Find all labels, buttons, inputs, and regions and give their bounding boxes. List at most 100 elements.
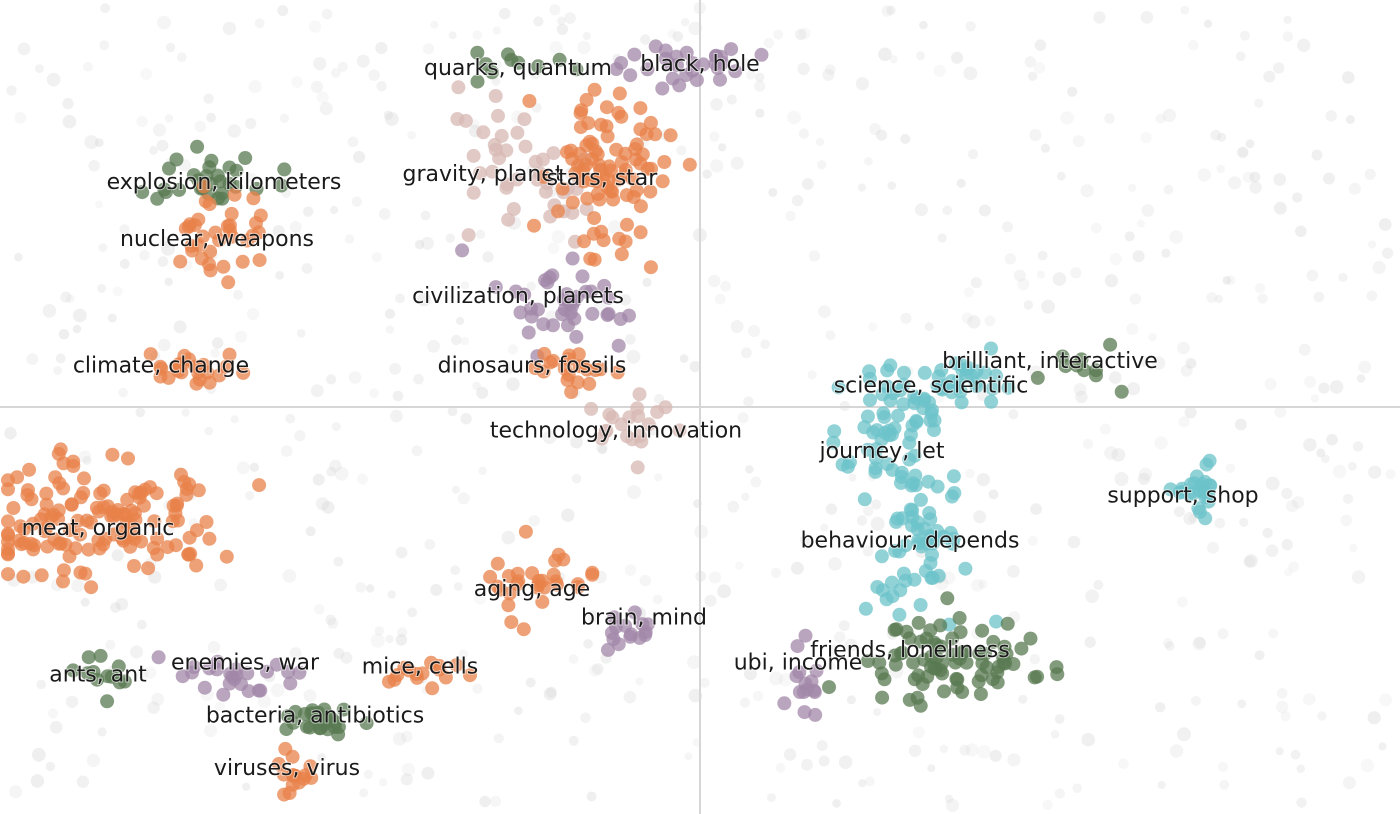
background-point	[727, 500, 740, 513]
background-point	[679, 610, 690, 621]
cluster-point	[658, 51, 673, 66]
cluster-point	[504, 615, 519, 630]
background-point	[1217, 628, 1229, 640]
background-point	[245, 491, 255, 501]
cluster-point	[585, 565, 600, 580]
background-point	[887, 181, 897, 190]
cluster-point	[954, 395, 969, 410]
background-point	[844, 638, 858, 652]
cluster-point	[62, 549, 77, 564]
background-point	[714, 293, 726, 305]
cluster-point	[1055, 349, 1070, 364]
background-point	[501, 530, 516, 545]
background-point	[1140, 132, 1152, 144]
background-point	[62, 114, 77, 129]
background-point	[542, 430, 557, 444]
background-point	[330, 205, 339, 215]
background-point	[737, 412, 749, 424]
background-point	[1002, 221, 1013, 233]
background-point	[825, 64, 836, 75]
background-point	[1343, 493, 1354, 504]
background-point	[1207, 541, 1219, 554]
background-point	[1169, 744, 1184, 758]
background-point	[1042, 799, 1053, 811]
background-point	[401, 762, 416, 777]
background-point	[1281, 488, 1293, 500]
background-point	[871, 499, 882, 510]
background-point	[586, 791, 597, 802]
background-point	[939, 744, 949, 753]
background-point	[933, 64, 946, 77]
cluster-point	[277, 162, 292, 177]
background-point	[337, 61, 348, 72]
cluster-point	[461, 228, 476, 243]
background-point	[370, 633, 385, 648]
cluster-point	[880, 363, 895, 378]
cluster-point	[134, 534, 149, 549]
background-point	[1379, 693, 1393, 707]
background-point	[111, 549, 124, 562]
cluster-point	[1, 514, 15, 529]
background-point	[702, 169, 712, 179]
cluster-point	[506, 202, 521, 216]
background-point	[334, 466, 349, 481]
background-point	[1239, 517, 1249, 528]
background-point	[1188, 39, 1199, 51]
cluster-label: ubi, income	[734, 650, 863, 675]
background-point	[547, 242, 560, 254]
cluster-point	[875, 690, 890, 705]
cluster-point	[1198, 485, 1213, 500]
cluster-point	[1050, 667, 1065, 682]
cluster-point	[571, 580, 586, 594]
cluster-point	[157, 182, 172, 197]
cluster-point	[449, 658, 464, 673]
background-point	[568, 654, 579, 664]
cluster-point	[923, 659, 938, 674]
cluster-point	[14, 537, 29, 552]
background-point	[687, 655, 701, 670]
background-point	[147, 701, 160, 714]
background-point	[407, 607, 418, 618]
cluster-point	[630, 460, 645, 475]
background-point	[395, 546, 408, 559]
background-point	[1027, 536, 1038, 546]
background-point	[83, 61, 93, 72]
cluster-point	[513, 305, 528, 320]
background-point	[414, 239, 425, 250]
background-point	[951, 51, 964, 64]
cluster-point	[160, 540, 175, 555]
background-point	[1067, 86, 1078, 97]
background-point	[1023, 300, 1034, 310]
cluster-label: friends, loneliness	[810, 638, 1009, 663]
background-point	[115, 597, 129, 611]
cluster-point	[808, 707, 823, 722]
cluster-point	[633, 199, 648, 214]
background-point	[1030, 503, 1042, 515]
background-point	[305, 526, 316, 537]
background-point	[257, 694, 271, 708]
cluster-point	[569, 62, 584, 77]
background-point	[270, 683, 285, 698]
background-point	[321, 501, 335, 514]
background-point	[353, 150, 366, 164]
cluster-point	[921, 474, 936, 489]
background-point	[344, 234, 355, 244]
background-point	[1225, 463, 1236, 474]
background-point	[1290, 749, 1301, 760]
background-point	[978, 204, 991, 217]
background-point	[1348, 182, 1361, 195]
background-point	[1245, 139, 1255, 149]
cluster-point	[151, 650, 166, 665]
background-point	[825, 330, 836, 341]
background-point	[1157, 780, 1166, 790]
background-point	[1273, 62, 1285, 74]
background-point	[235, 330, 247, 343]
cluster-point	[959, 362, 974, 377]
background-point	[672, 31, 684, 42]
background-point	[818, 755, 830, 767]
background-point	[424, 539, 436, 550]
background-point	[1222, 276, 1232, 285]
background-point	[1192, 636, 1206, 651]
cluster-point	[227, 187, 242, 202]
background-point	[1366, 290, 1378, 302]
